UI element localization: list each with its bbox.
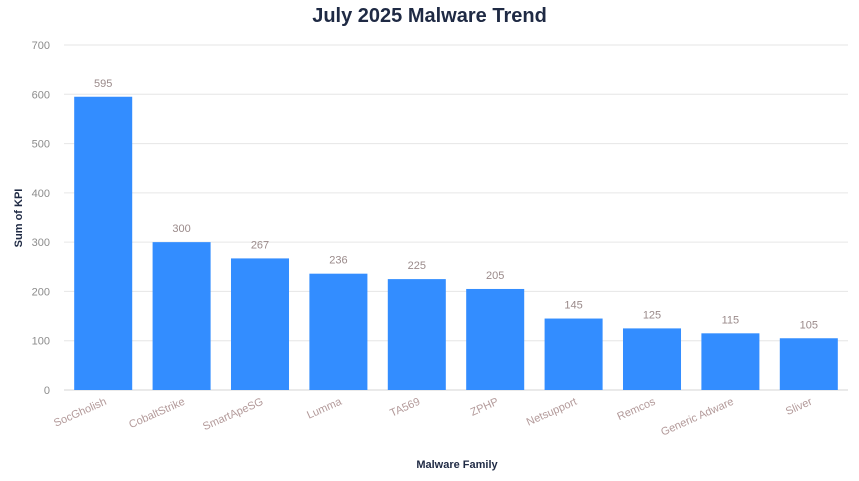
data-label: 236 (329, 255, 347, 267)
x-tick-label: SocGholish (52, 396, 108, 430)
x-tick-label: Generic Adware (659, 396, 735, 439)
x-tick-label: Sliver (784, 396, 814, 418)
y-tick-label: 600 (32, 89, 50, 101)
bar (544, 318, 603, 390)
data-labels: 595 300 267 236 225 205 145 125 115 105 (94, 78, 818, 332)
y-tick-label: 700 (32, 40, 50, 52)
y-tick-label: 200 (32, 286, 50, 298)
bars (74, 96, 838, 390)
bar (152, 242, 211, 390)
x-tick-label: Netsupport (525, 396, 579, 429)
bar (622, 328, 682, 390)
data-label: 300 (172, 223, 190, 235)
bar (779, 338, 838, 390)
bar (230, 258, 290, 390)
y-tick-label: 100 (32, 336, 50, 348)
y-tick-label: 500 (32, 139, 50, 151)
y-tick-label: 0 (44, 385, 50, 397)
x-tick-label: TA569 (388, 396, 422, 420)
data-label: 145 (564, 300, 582, 312)
x-tick-label: SmartApeSG (201, 396, 265, 433)
x-axis-title: Malware Family (416, 459, 498, 471)
y-axis-ticks: 0 100 200 300 400 500 600 700 (32, 40, 50, 397)
data-label: 125 (643, 309, 661, 321)
data-label: 225 (408, 260, 426, 272)
data-label: 205 (486, 270, 504, 282)
bar (387, 279, 446, 390)
data-label: 595 (94, 78, 112, 90)
bar (701, 333, 760, 390)
x-axis-ticks: SocGholish CobaltStrike SmartApeSG Lumma TA5… (52, 395, 814, 438)
y-tick-label: 300 (32, 237, 50, 249)
bar (74, 96, 133, 390)
y-tick-label: 400 (32, 188, 50, 200)
x-tick-label: Lumma (305, 395, 344, 421)
bar (466, 288, 525, 390)
chart-title: July 2025 Malware Trend (312, 5, 547, 27)
data-label: 115 (722, 314, 740, 326)
x-tick-label: ZPHP (469, 396, 501, 419)
data-label: 267 (251, 239, 269, 251)
x-tick-label: Remcos (615, 396, 657, 424)
data-label: 105 (800, 319, 818, 331)
y-axis-title: Sum of KPI (13, 189, 25, 248)
x-tick-label: CobaltStrike (127, 396, 187, 431)
bar (309, 273, 368, 390)
